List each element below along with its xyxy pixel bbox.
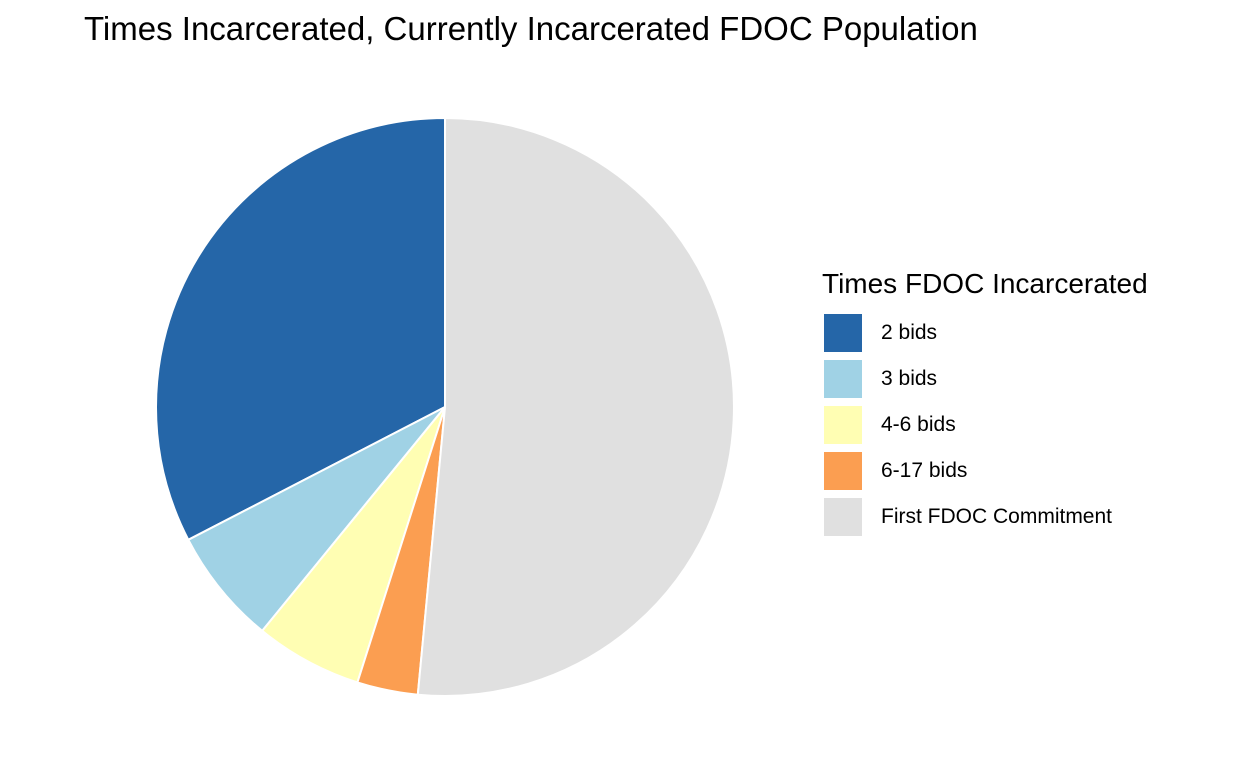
legend-item: 3 bids xyxy=(822,356,1148,402)
legend-item: 6-17 bids xyxy=(822,448,1148,494)
pie-slice xyxy=(187,406,446,632)
legend-swatch xyxy=(822,496,864,538)
legend-item: 2 bids xyxy=(822,310,1148,356)
legend-label: 2 bids xyxy=(881,321,938,344)
legend-swatch xyxy=(822,404,864,446)
pie-slice xyxy=(155,117,446,541)
legend-swatch xyxy=(822,450,864,492)
pie-slice xyxy=(416,117,735,697)
legend-label: 4-6 bids xyxy=(881,413,956,436)
legend-label: 6-17 bids xyxy=(881,459,968,482)
legend: Times FDOC Incarcerated 2 bids 3 bids 4-… xyxy=(822,268,1148,540)
legend-swatch xyxy=(822,358,864,400)
legend-item: First FDOC Commitment xyxy=(822,494,1148,540)
legend-label: 3 bids xyxy=(881,367,938,390)
pie-slices xyxy=(155,117,735,697)
legend-swatch xyxy=(822,312,864,354)
chart-title: Times Incarcerated, Currently Incarcerat… xyxy=(84,10,978,47)
legend-item: 4-6 bids xyxy=(822,402,1148,448)
legend-label: First FDOC Commitment xyxy=(881,505,1112,528)
legend-title: Times FDOC Incarcerated xyxy=(822,268,1148,299)
